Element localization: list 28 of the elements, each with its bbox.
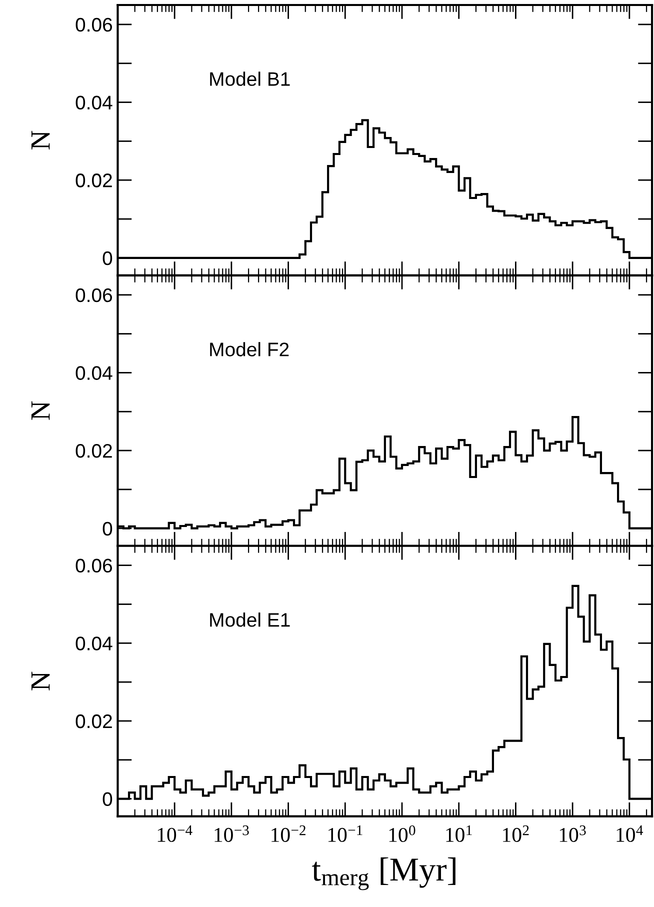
y-tick-label: 0 [102, 251, 112, 266]
y-tick-label: 0.02 [76, 174, 112, 188]
y-axis-title: N [31, 401, 50, 420]
y-tick-label: 0.04 [76, 96, 112, 110]
x-tick-label: 10$^{0}$ [389, 825, 416, 842]
y-tick-label: 0 [102, 522, 112, 536]
x-tick-label: 10$^{2}$ [503, 825, 529, 842]
x-axis-title: t$_{merg}$ [Myr] [312, 857, 456, 890]
y-tick-label: 0.02 [76, 444, 112, 458]
y-tick-label: 0.06 [76, 288, 112, 302]
y-tick-label: 0.06 [76, 558, 112, 573]
y-axis-title: N [31, 130, 50, 150]
x-tick-label: 10$^{−3}$ [214, 825, 249, 842]
x-tick-label: 10$^{−1}$ [328, 825, 362, 842]
y-axis-title: N [31, 672, 50, 690]
y-tick-label: 0.04 [76, 366, 112, 380]
y-tick-label: 0.02 [76, 714, 112, 728]
y-tick-label: 0 [102, 792, 112, 806]
annotation: Model E1 [210, 612, 290, 627]
y-tick-label: 0.06 [76, 18, 112, 32]
annotation: Model F2 [210, 342, 289, 356]
x-tick-label: 10$^{4}$ [616, 825, 643, 842]
y-tick-label: 0.04 [76, 636, 112, 650]
x-tick-label: 10$^{1}$ [446, 825, 472, 842]
x-tick-label: 10$^{3}$ [560, 825, 586, 842]
x-tick-label: 10$^{−4}$ [158, 825, 192, 842]
annotation: Model B1 [210, 72, 290, 86]
x-tick-label: 10$^{−2}$ [272, 825, 306, 842]
